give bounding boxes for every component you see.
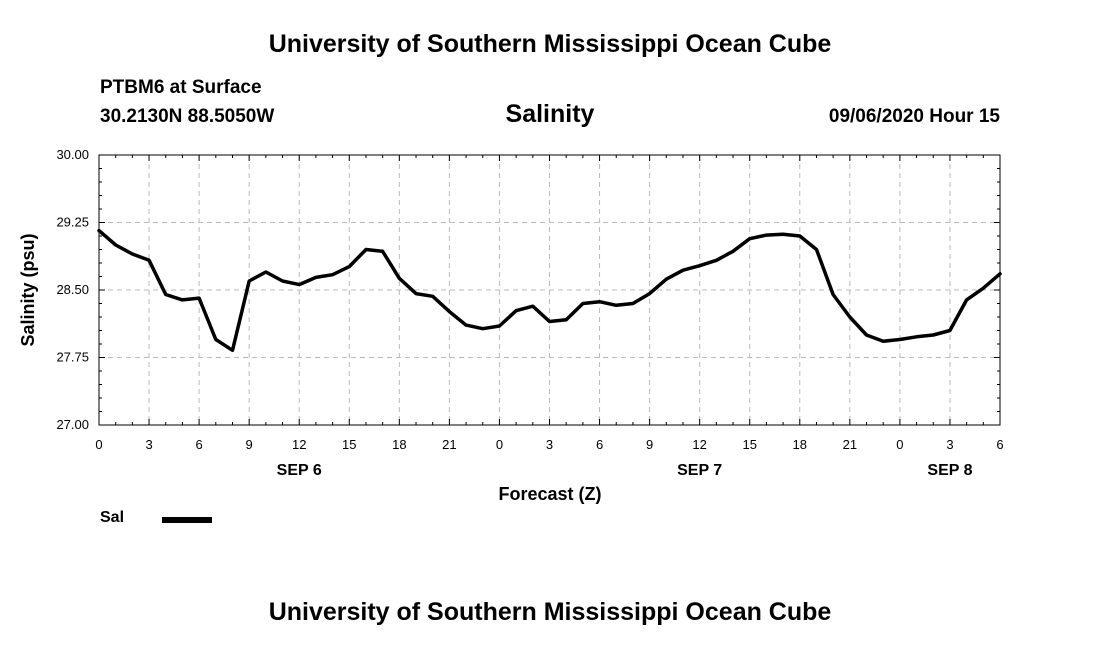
x-tick-label: 3	[946, 437, 953, 452]
x-tick-label: 0	[95, 437, 102, 452]
x-tick-label: 9	[646, 437, 653, 452]
chart-title: Salinity	[505, 100, 595, 128]
x-tick-label: 18	[392, 437, 406, 452]
y-tick-label: 29.25	[56, 215, 89, 230]
y-tick-label: 30.00	[56, 147, 89, 162]
y-tick-label: 28.50	[56, 282, 89, 297]
footer-title: University of Southern Mississippi Ocean…	[268, 598, 832, 626]
y-tick-label: 27.00	[56, 417, 89, 432]
x-tick-label: 6	[996, 437, 1003, 452]
station-coordinates: 30.2130N 88.5050W	[100, 106, 275, 127]
x-tick-label: 0	[496, 437, 503, 452]
x-tick-label: 9	[246, 437, 253, 452]
date-label: SEP 8	[927, 462, 972, 479]
page-title: University of Southern Mississippi Ocean…	[268, 30, 832, 58]
date-label: SEP 6	[277, 462, 322, 479]
x-tick-label: 3	[145, 437, 152, 452]
x-tick-label: 15	[342, 437, 356, 452]
station-name: PTBM6 at Surface	[100, 77, 262, 98]
y-tick-label: 27.75	[56, 350, 89, 365]
x-tick-label: 15	[742, 437, 756, 452]
x-tick-label: 18	[793, 437, 807, 452]
date-label: SEP 7	[677, 462, 722, 479]
x-tick-label: 6	[195, 437, 202, 452]
x-tick-label: 12	[292, 437, 306, 452]
y-axis-label: Salinity (psu)	[18, 233, 38, 346]
salinity-series-line	[97, 228, 1002, 353]
x-tick-label: 6	[596, 437, 603, 452]
x-tick-label: 3	[546, 437, 553, 452]
x-tick-label: 12	[692, 437, 706, 452]
legend-swatch	[162, 517, 212, 523]
legend-label: Sal	[100, 509, 125, 526]
forecast-datetime: 09/06/2020 Hour 15	[828, 106, 1000, 127]
x-tick-label: 21	[442, 437, 456, 452]
x-tick-label: 21	[843, 437, 857, 452]
x-tick-label: 0	[896, 437, 903, 452]
x-axis-label: Forecast (Z)	[498, 484, 601, 504]
